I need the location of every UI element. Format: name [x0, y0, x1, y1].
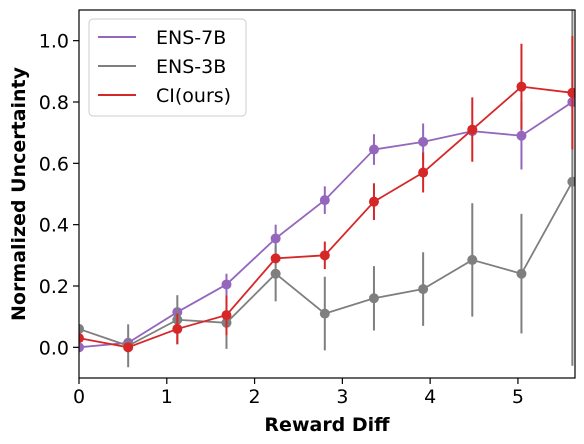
ticks-layer: 0 1 2 3 4 5 0.0 0.2 0.4 0.6 0.8 1.0	[39, 31, 524, 408]
legend: ENS-7B ENS-3B CI(ours)	[88, 18, 247, 117]
data-point	[368, 196, 379, 207]
data-point	[516, 268, 527, 279]
data-point	[567, 176, 575, 187]
y-tick-label: 0.8	[39, 92, 69, 114]
y-tick-label: 1.0	[39, 31, 69, 53]
data-point	[270, 268, 281, 279]
data-point	[319, 250, 330, 261]
data-point	[516, 130, 527, 141]
data-point	[79, 342, 84, 353]
data-point	[418, 136, 429, 147]
data-point	[418, 167, 429, 178]
x-tick-label: 0	[73, 386, 85, 408]
data-point	[270, 253, 281, 264]
data-point	[79, 323, 84, 334]
data-point	[221, 310, 232, 321]
legend-label: ENS-7B	[156, 27, 226, 49]
x-axis-title: Reward Diff	[264, 414, 390, 436]
y-tick-label: 0.0	[39, 337, 69, 359]
y-axis-title: Normalized Uncertainty	[8, 66, 30, 321]
data-point	[418, 284, 429, 295]
series-CI(ours)	[79, 36, 575, 353]
x-tick-label: 5	[512, 386, 524, 408]
data-point	[270, 233, 281, 244]
data-point	[79, 333, 84, 344]
x-tick-label: 1	[161, 386, 173, 408]
data-point	[172, 323, 183, 334]
legend-label: CI(ours)	[156, 85, 231, 107]
x-tick-label: 2	[249, 386, 261, 408]
legend-box	[88, 18, 247, 117]
data-point	[123, 342, 134, 353]
data-point	[467, 254, 478, 265]
data-point	[368, 293, 379, 304]
data-point	[516, 81, 527, 92]
data-point	[319, 308, 330, 319]
x-tick-label: 3	[336, 386, 348, 408]
legend-label: ENS-3B	[156, 56, 226, 78]
series-layer	[79, 10, 575, 368]
x-tick-label: 4	[424, 386, 436, 408]
data-point	[368, 144, 379, 155]
plot-frame	[78, 9, 576, 379]
y-tick-label: 0.2	[39, 276, 69, 298]
data-point	[221, 279, 232, 290]
y-tick-label: 0.6	[39, 153, 69, 175]
data-point	[567, 87, 575, 98]
y-tick-label: 0.4	[39, 215, 69, 237]
data-point	[319, 195, 330, 206]
data-point	[467, 124, 478, 135]
